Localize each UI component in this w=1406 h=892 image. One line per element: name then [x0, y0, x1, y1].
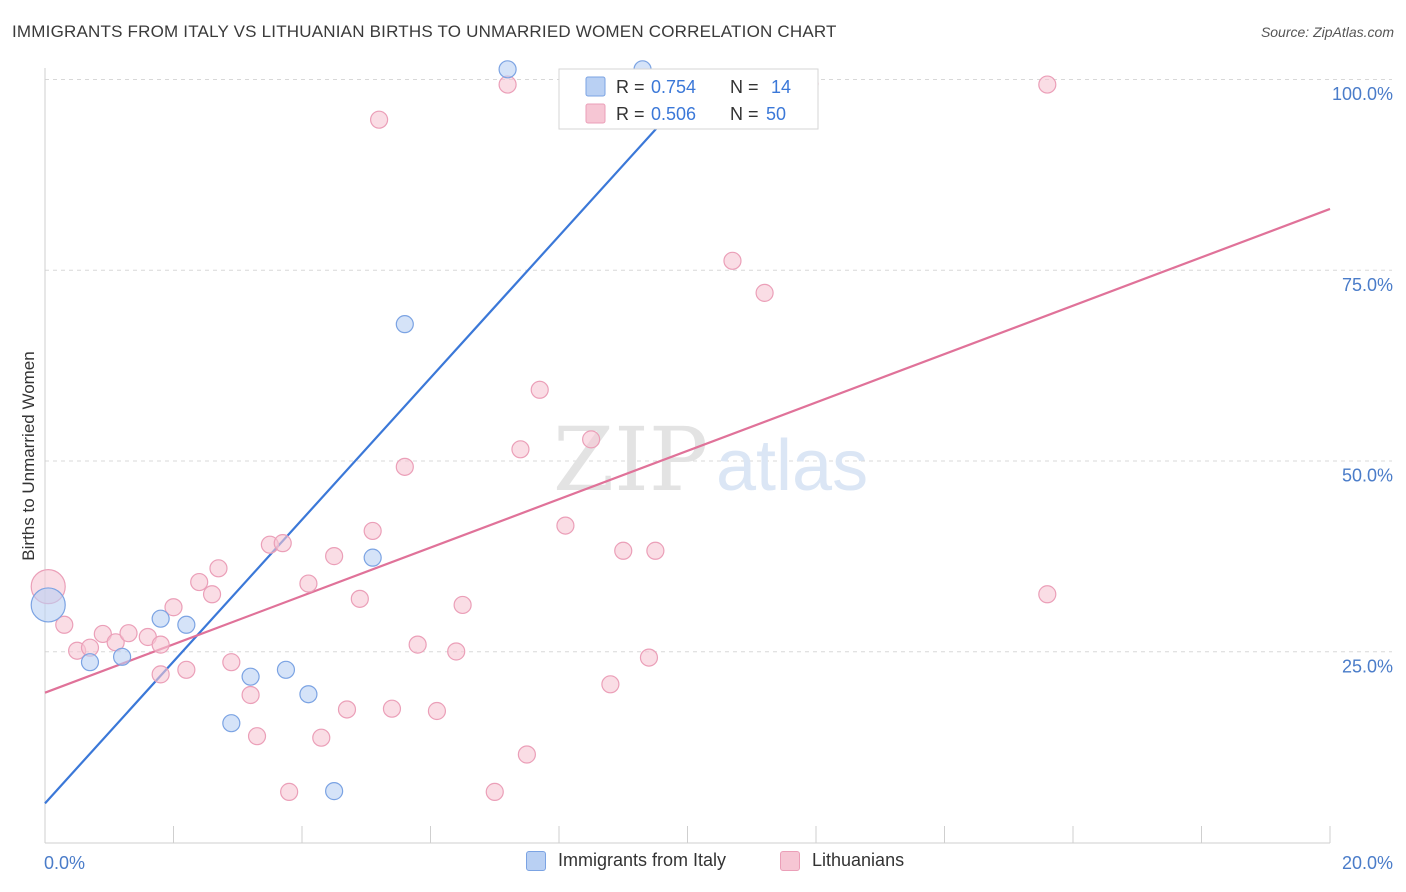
data-point-italy: [30, 587, 66, 623]
grid-lines: [45, 79, 1392, 653]
legend-label-italy: Immigrants from Italy: [558, 850, 727, 870]
data-point-italy: [395, 315, 414, 334]
legend-item-italy[interactable]: Immigrants from Italy: [526, 850, 726, 871]
data-point-lithuanians: [312, 728, 331, 747]
data-point-lithuanians: [1038, 75, 1057, 94]
data-point-lithuanians: [177, 660, 196, 679]
x-tick-label: 0.0%: [44, 853, 85, 873]
stats-legend: R = 0.754 N = 14 R = 0.506 N = 50: [558, 68, 819, 130]
data-point-lithuanians: [247, 727, 267, 746]
y-tick-label: 100.0%: [1332, 84, 1393, 104]
data-point-lithuanians: [447, 642, 466, 661]
data-point-lithuanians: [639, 648, 659, 667]
data-points: [30, 60, 1057, 801]
legend-r-value-lithuanians: 0.506: [651, 104, 696, 124]
data-point-italy: [222, 714, 241, 733]
y-tick-label: 50.0%: [1342, 466, 1393, 486]
axes: [44, 68, 1331, 844]
legend-n-value-lithuanians: 50: [766, 104, 786, 124]
legend-marker-lithuanians: [780, 850, 800, 871]
watermark: ZIP atlas: [553, 408, 868, 511]
data-point-italy: [177, 615, 196, 634]
data-point-lithuanians: [1038, 585, 1057, 604]
y-tick-label: 25.0%: [1342, 656, 1393, 676]
legend-swatch-italy: [585, 76, 606, 97]
data-point-lithuanians: [222, 653, 241, 672]
data-point-lithuanians: [325, 547, 344, 566]
data-point-lithuanians: [556, 516, 575, 535]
data-point-lithuanians: [119, 624, 138, 643]
legend-n-label-lithuanians: N =: [730, 104, 764, 124]
data-point-lithuanians: [209, 559, 228, 578]
data-point-lithuanians: [202, 585, 222, 604]
data-point-lithuanians: [530, 380, 549, 399]
legend-marker-italy: [526, 850, 546, 871]
data-point-lithuanians: [299, 574, 318, 593]
legend-item-lithuanians[interactable]: Lithuanians: [780, 850, 904, 871]
data-point-lithuanians: [601, 675, 620, 694]
data-point-lithuanians: [382, 699, 402, 718]
x-tick-label: 20.0%: [1342, 853, 1393, 873]
y-axis-label: Births to Unmarried Women: [19, 351, 38, 560]
data-point-lithuanians: [190, 572, 209, 592]
legend-r-value-italy: 0.754: [651, 77, 696, 97]
tick-labels: 25.0% 50.0% 75.0% 100.0% 0.0% 20.0%: [44, 84, 1393, 873]
legend-n-label-italy: N =: [730, 77, 764, 97]
data-point-lithuanians: [517, 745, 536, 764]
data-point-lithuanians: [408, 635, 427, 654]
data-point-italy: [241, 667, 260, 686]
data-point-italy: [151, 609, 170, 628]
data-point-lithuanians: [755, 283, 774, 302]
data-point-lithuanians: [363, 521, 382, 541]
data-point-lithuanians: [427, 701, 447, 721]
chart-title: IMMIGRANTS FROM ITALY VS LITHUANIAN BIRT…: [12, 22, 837, 41]
data-point-italy: [80, 653, 100, 672]
legend-swatch-lithuanians: [585, 103, 606, 124]
data-point-italy: [498, 60, 517, 79]
data-point-lithuanians: [582, 430, 601, 449]
data-point-lithuanians: [151, 635, 170, 654]
data-point-lithuanians: [164, 598, 183, 617]
watermark-atlas: atlas: [716, 426, 868, 506]
data-point-lithuanians: [614, 541, 633, 560]
legend-r-label-lithuanians: R =: [616, 104, 650, 124]
data-point-lithuanians: [723, 251, 742, 270]
data-point-lithuanians: [395, 457, 414, 476]
data-point-italy: [276, 660, 296, 679]
data-point-lithuanians: [93, 624, 112, 644]
data-point-lithuanians: [646, 541, 665, 560]
data-point-lithuanians: [350, 589, 369, 608]
series-legend: Immigrants from Italy Lithuanians: [0, 850, 1406, 880]
data-point-italy: [112, 647, 132, 666]
source-label: Source: ZipAtlas.com: [1260, 24, 1394, 40]
trend-line-lithuanians: [44, 207, 1331, 694]
data-point-lithuanians: [485, 782, 504, 801]
data-point-lithuanians: [151, 665, 170, 684]
data-point-italy: [325, 782, 344, 801]
trend-lines: [44, 79, 1331, 805]
data-point-lithuanians: [511, 440, 530, 459]
data-point-lithuanians: [498, 75, 517, 94]
y-tick-label: 75.0%: [1342, 275, 1393, 295]
data-point-lithuanians: [370, 110, 389, 129]
data-point-lithuanians: [55, 615, 74, 634]
data-point-lithuanians: [337, 700, 357, 719]
legend-r-label-italy: R =: [616, 77, 650, 97]
legend-n-value-italy: 14: [771, 77, 791, 97]
legend-label-lithuanians: Lithuanians: [812, 850, 905, 870]
data-point-lithuanians: [453, 595, 472, 615]
watermark-zip: ZIP: [553, 408, 708, 511]
data-point-lithuanians: [273, 534, 292, 553]
data-point-lithuanians: [280, 782, 299, 801]
data-point-lithuanians: [241, 685, 260, 705]
trend-line-italy: [44, 79, 702, 805]
data-point-italy: [299, 685, 318, 704]
data-point-italy: [363, 548, 382, 567]
